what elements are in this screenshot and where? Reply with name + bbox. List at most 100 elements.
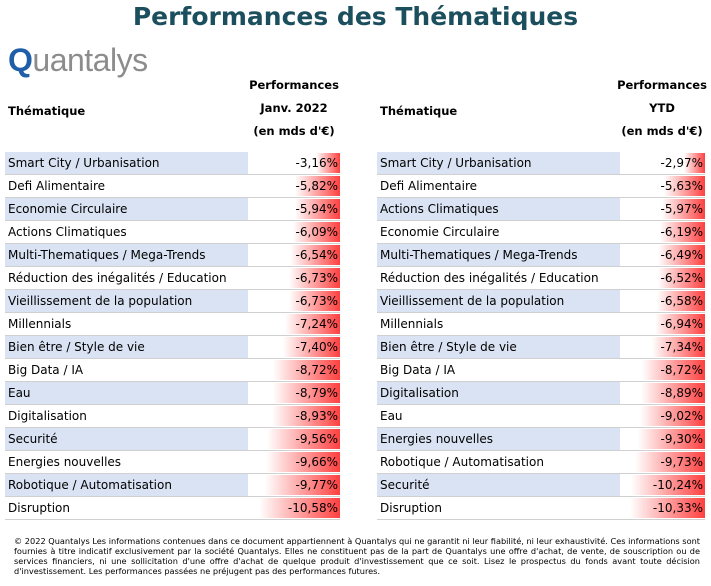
value-label: -6,58% xyxy=(660,294,703,308)
value-label: -2,97% xyxy=(660,156,703,170)
value-cell: -10,33% xyxy=(620,497,705,520)
column-header: YTD xyxy=(649,101,675,115)
data-bar xyxy=(630,498,705,518)
data-bar xyxy=(284,314,340,334)
value-cell: -6,09% xyxy=(248,221,340,244)
row-label: Actions Climatiques xyxy=(377,198,620,221)
row-label: Vieillissement de la population xyxy=(5,290,248,313)
value-label: -8,79% xyxy=(295,386,338,400)
value-cell: -8,72% xyxy=(620,359,705,382)
title: Performances des Thématiques xyxy=(132,2,579,31)
row-label: Réduction des inégalités / Education xyxy=(377,267,620,290)
value-cell: -6,52% xyxy=(620,267,705,290)
value-label: -6,09% xyxy=(295,225,338,239)
data-bar xyxy=(315,153,340,173)
data-bar xyxy=(288,291,340,311)
row-label: Energies nouvelles xyxy=(5,451,248,474)
data-bar xyxy=(289,245,340,265)
value-cell: -5,94% xyxy=(248,198,340,221)
row-label: Robotique / Automatisation xyxy=(377,451,620,474)
value-cell: -9,77% xyxy=(248,474,340,497)
data-bar xyxy=(637,429,705,449)
value-label: -10,33% xyxy=(652,501,703,515)
value-cell: -8,93% xyxy=(248,405,340,428)
row-label: Réduction des inégalités / Education xyxy=(5,267,248,290)
value-label: -9,02% xyxy=(660,409,703,423)
column-header: Janv. 2022 xyxy=(260,101,328,115)
row-label: Energies nouvelles xyxy=(377,428,620,451)
column-header: (en mds d'€) xyxy=(253,124,335,138)
row-label: Economie Circulaire xyxy=(377,221,620,244)
data-bar xyxy=(660,222,705,242)
row-label: Actions Climatiques xyxy=(5,221,248,244)
data-bar xyxy=(658,245,705,265)
row-label: Smart City / Urbanisation xyxy=(377,152,620,175)
row-label: Eau xyxy=(377,405,620,428)
value-cell: -5,97% xyxy=(620,198,705,221)
row-label: Digitalisation xyxy=(5,405,248,428)
data-bar xyxy=(654,314,705,334)
data-bar xyxy=(272,383,340,403)
data-bar xyxy=(266,429,340,449)
value-cell: -10,58% xyxy=(248,497,340,520)
data-bar xyxy=(661,199,705,219)
row-label: Defi Alimentaire xyxy=(5,175,248,198)
value-label: -6,94% xyxy=(660,317,703,331)
data-bar xyxy=(273,360,340,380)
value-cell: -6,49% xyxy=(620,244,705,267)
row-label: Economie Circulaire xyxy=(5,198,248,221)
value-label: -8,72% xyxy=(660,363,703,377)
value-cell: -10,24% xyxy=(620,474,705,497)
data-bar xyxy=(641,360,705,380)
data-bar xyxy=(640,383,705,403)
value-label: -6,73% xyxy=(295,294,338,308)
row-label: Bien être / Style de vie xyxy=(377,336,620,359)
value-cell: -9,30% xyxy=(620,428,705,451)
data-bar xyxy=(639,406,705,426)
column-header: Thématique xyxy=(8,104,86,118)
row-label: Bien être / Style de vie xyxy=(5,336,248,359)
column-header: (en mds d'€) xyxy=(621,124,703,138)
value-cell: -6,94% xyxy=(620,313,705,336)
value-label: -9,56% xyxy=(295,432,338,446)
data-bar xyxy=(271,406,340,426)
value-cell: -5,63% xyxy=(620,175,705,198)
value-label: -5,82% xyxy=(295,179,338,193)
column-header: Thématique xyxy=(380,104,458,118)
value-cell: -6,54% xyxy=(248,244,340,267)
data-bar xyxy=(283,337,340,357)
value-cell: -6,73% xyxy=(248,290,340,313)
row-label: Securité xyxy=(377,474,620,497)
value-cell: -5,82% xyxy=(248,175,340,198)
row-label: Disruption xyxy=(5,497,248,520)
value-cell: -9,02% xyxy=(620,405,705,428)
row-label: Multi-Thematiques / Mega-Trends xyxy=(377,244,620,267)
value-label: -10,24% xyxy=(652,478,703,492)
row-label: Millennials xyxy=(377,313,620,336)
data-bar xyxy=(295,176,340,196)
value-label: -9,73% xyxy=(660,455,703,469)
value-label: -7,34% xyxy=(660,340,703,354)
data-bar xyxy=(683,153,705,173)
data-bar xyxy=(259,498,340,518)
column-header: Performances xyxy=(249,78,339,92)
value-cell: -6,73% xyxy=(248,267,340,290)
value-label: -9,30% xyxy=(660,432,703,446)
data-bar xyxy=(288,268,340,288)
data-bar xyxy=(294,199,340,219)
data-bar xyxy=(630,475,705,495)
row-label: Disruption xyxy=(377,497,620,520)
row-label: Big Data / IA xyxy=(5,359,248,382)
row-label: Smart City / Urbanisation xyxy=(5,152,248,175)
value-label: -5,94% xyxy=(295,202,338,216)
value-cell: -8,89% xyxy=(620,382,705,405)
value-label: -9,66% xyxy=(295,455,338,469)
data-bar xyxy=(651,337,705,357)
value-label: -6,49% xyxy=(660,248,703,262)
value-label: -6,54% xyxy=(295,248,338,262)
data-bar xyxy=(266,452,340,472)
row-label: Digitalisation xyxy=(377,382,620,405)
row-label: Vieillissement de la population xyxy=(377,290,620,313)
value-label: -7,24% xyxy=(295,317,338,331)
